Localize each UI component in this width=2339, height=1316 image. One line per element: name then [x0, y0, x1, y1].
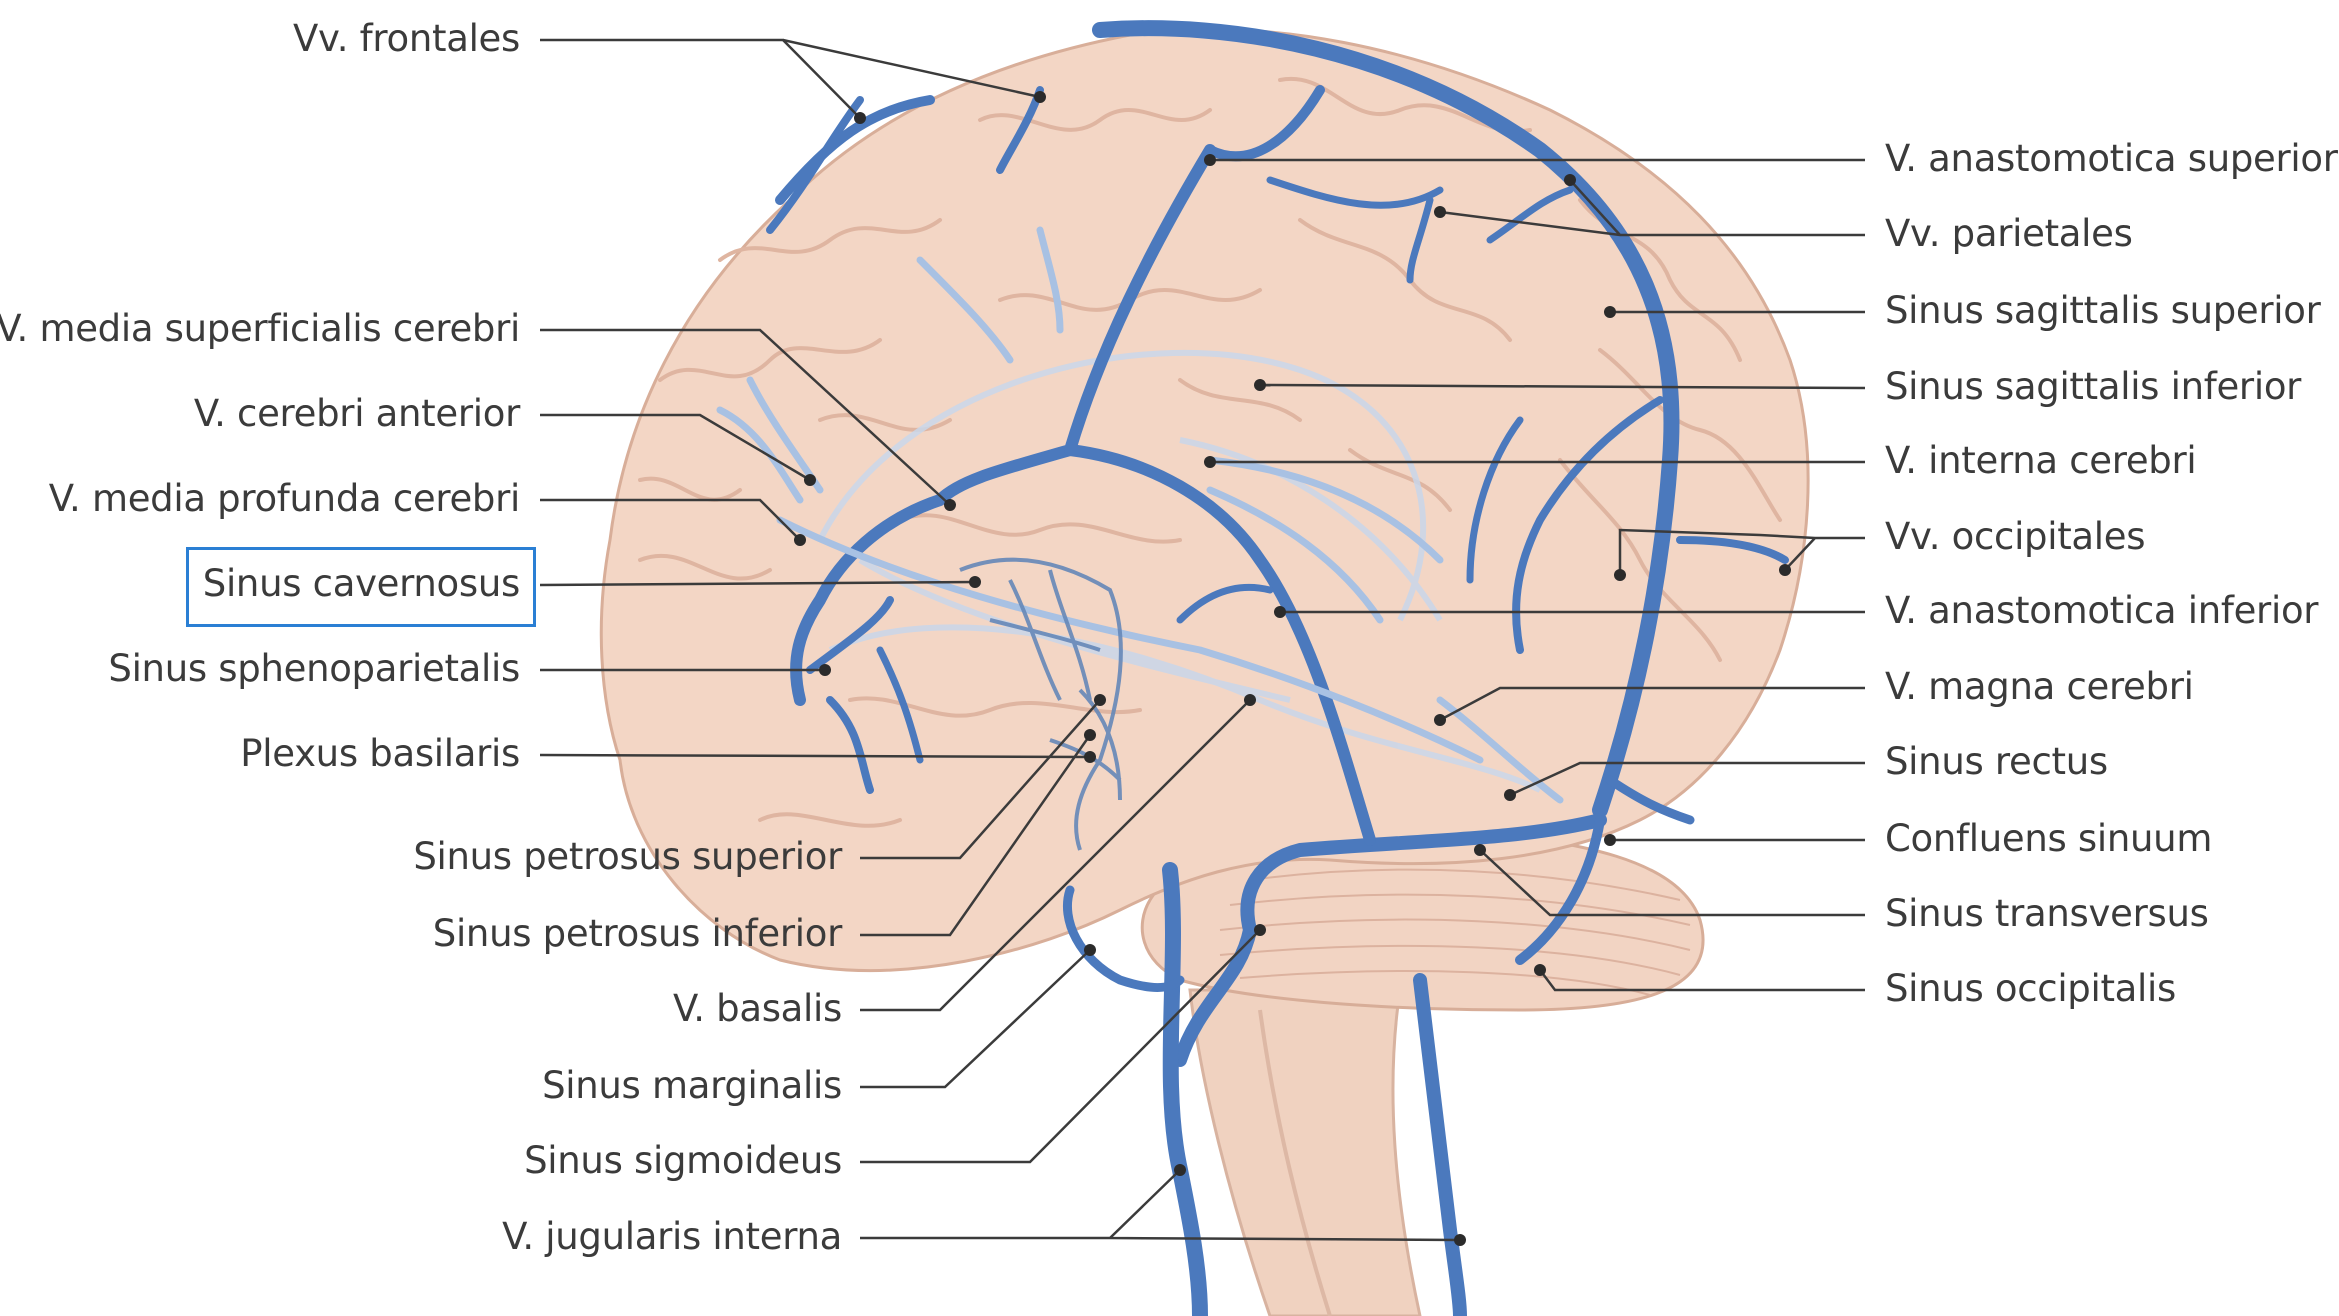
label-vv-frontales: Vv. frontales	[293, 17, 520, 60]
label-v-interna-cerebri: V. interna cerebri	[1885, 439, 2197, 482]
label-sinus-sagittalis-superior: Sinus sagittalis superior	[1885, 289, 2321, 332]
label-v-magna-cerebri: V. magna cerebri	[1885, 665, 2194, 708]
label-sinus-sagittalis-inferior: Sinus sagittalis inferior	[1885, 365, 2302, 408]
label-vv-occipitales: Vv. occipitales	[1885, 515, 2146, 558]
label-v-cerebri-anterior: V. cerebri anterior	[193, 392, 520, 435]
label-v-basalis: V. basalis	[672, 987, 842, 1030]
label-confluens-sinuum: Confluens sinuum	[1885, 817, 2213, 860]
label-sinus-marginalis: Sinus marginalis	[542, 1064, 842, 1107]
label-v-anastomotica-inferior: V. anastomotica inferior	[1885, 589, 2319, 632]
leader-lines	[539, 38, 1866, 1242]
label-plexus-basilaris: Plexus basilaris	[240, 732, 520, 775]
label-v-anastomotica-superior: V. anastomotica superior	[1885, 137, 2338, 180]
gyri	[638, 76, 1782, 828]
label-sinus-transversus: Sinus transversus	[1885, 892, 2209, 935]
brainstem	[1188, 988, 1422, 1316]
leader-dots	[794, 91, 1791, 1246]
label-sinus-petrosus-superior: Sinus petrosus superior	[413, 835, 842, 878]
label-v-media-profunda-cerebri: V. media profunda cerebri	[48, 477, 521, 520]
label-sinus-sphenoparietalis: Sinus sphenoparietalis	[108, 647, 520, 690]
label-sinus-petrosus-inferior: Sinus petrosus inferior	[432, 912, 843, 955]
label-sinus-cavernosus: Sinus cavernosus	[202, 562, 521, 605]
label-sinus-sigmoideus: Sinus sigmoideus	[524, 1139, 842, 1182]
label-vv-parietales: Vv. parietales	[1885, 212, 2133, 255]
highlight-box	[186, 547, 536, 627]
label-sinus-rectus: Sinus rectus	[1885, 740, 2108, 783]
label-v-jugularis-interna: V. jugularis interna	[502, 1215, 842, 1258]
label-v-media-superficialis-cerebri: V. media superficialis cerebri	[0, 307, 520, 350]
veins	[766, 20, 1789, 1316]
label-sinus-occipitalis: Sinus occipitalis	[1885, 967, 2176, 1010]
